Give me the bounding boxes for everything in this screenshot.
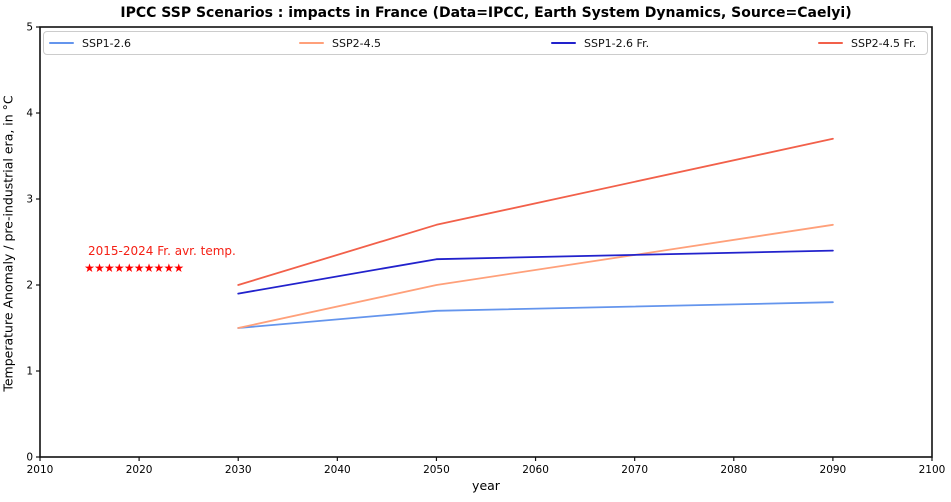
y-tick-label: 3 — [26, 194, 33, 206]
star-marker: ★ — [154, 261, 165, 275]
series-line-ssp1-2-6 — [237, 301, 834, 329]
x-tick-label: 2010 — [27, 464, 54, 476]
y-tick-label: 2 — [26, 280, 33, 292]
y-axis-label: Temperature Anomaly / pre-industrial era… — [0, 95, 16, 392]
legend-item-ssp2-4-5-fr-: SSP2-4.5 Fr. — [818, 32, 916, 54]
legend-label: SSP2-4.5 — [332, 36, 382, 50]
legend-label: SSP1-2.6 — [82, 36, 132, 50]
series-line-ssp1-2-6-fr- — [237, 249, 834, 295]
x-axis-label: year — [472, 478, 500, 493]
y-tick-label: 5 — [26, 22, 33, 34]
series-line-ssp2-4-5 — [237, 223, 834, 329]
annotation-avg-temp-label: 2015-2024 Fr. avr. temp. — [88, 244, 236, 258]
x-tick-label: 2030 — [225, 464, 252, 476]
x-tick-label: 2040 — [324, 464, 351, 476]
legend-box: SSP1-2.6 SSP2-4.5 SSP1-2.6 Fr. SSP2-4.5 Fr. — [43, 31, 928, 55]
y-tick-label: 4 — [26, 108, 33, 120]
legend-line-swatch — [551, 41, 576, 45]
x-tick-label: 2090 — [820, 464, 847, 476]
series-line-ssp2-4-5-fr- — [237, 137, 834, 286]
x-tick-label: 2020 — [126, 464, 153, 476]
legend-label: SSP2-4.5 Fr. — [851, 36, 917, 50]
star-marker: ★ — [124, 261, 135, 275]
star-marker: ★ — [104, 261, 115, 275]
legend-line-swatch — [818, 41, 843, 45]
star-marker: ★ — [173, 261, 184, 275]
legend-item-ssp1-2-6: SSP1-2.6 — [49, 32, 131, 54]
star-marker: ★ — [144, 261, 155, 275]
legend-line-swatch — [49, 41, 74, 45]
x-tick-label: 2100 — [919, 464, 946, 476]
x-tick-label: 2060 — [522, 464, 549, 476]
star-marker: ★ — [163, 261, 174, 275]
star-marker: ★ — [84, 261, 95, 275]
chart-title: IPCC SSP Scenarios : impacts in France (… — [120, 5, 852, 21]
legend-item-ssp2-4-5: SSP2-4.5 — [299, 32, 381, 54]
legend-line-swatch — [299, 41, 324, 45]
star-marker: ★ — [114, 261, 125, 275]
axes-frame — [39, 26, 933, 458]
y-tick-label: 0 — [26, 452, 33, 464]
y-tick-label: 1 — [26, 366, 33, 378]
x-tick-label: 2070 — [621, 464, 648, 476]
x-tick-label: 2080 — [720, 464, 747, 476]
star-marker: ★ — [134, 261, 145, 275]
x-tick-label: 2050 — [423, 464, 450, 476]
legend-label: SSP1-2.6 Fr. — [584, 36, 650, 50]
legend-item-ssp1-2-6-fr-: SSP1-2.6 Fr. — [551, 32, 649, 54]
star-marker: ★ — [94, 261, 105, 275]
